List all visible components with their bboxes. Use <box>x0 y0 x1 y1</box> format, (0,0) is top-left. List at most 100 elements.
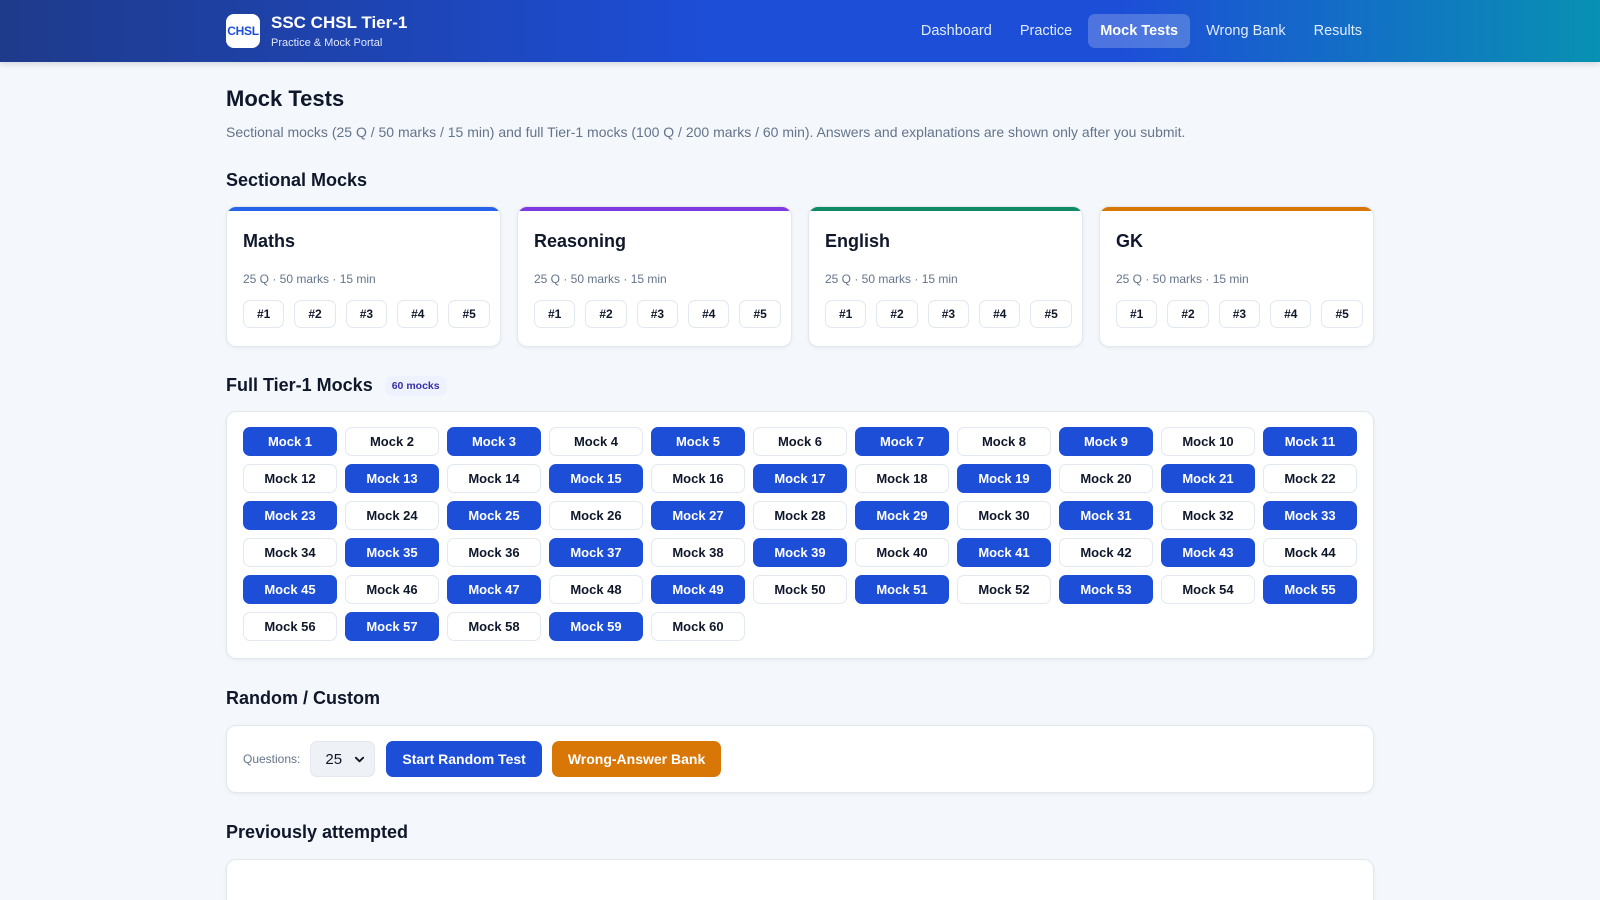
full-mock-button-9[interactable]: Mock 9 <box>1059 427 1153 456</box>
full-mock-button-45[interactable]: Mock 45 <box>243 575 337 604</box>
sectional-mock-button-maths-3[interactable]: #3 <box>345 300 388 328</box>
full-mock-button-19[interactable]: Mock 19 <box>957 464 1051 493</box>
full-mock-button-23[interactable]: Mock 23 <box>243 501 337 530</box>
nav-wrong-bank[interactable]: Wrong Bank <box>1206 23 1286 39</box>
full-mock-button-31[interactable]: Mock 31 <box>1059 501 1153 530</box>
full-mock-button-51[interactable]: Mock 51 <box>855 575 949 604</box>
full-mock-button-46[interactable]: Mock 46 <box>345 575 439 604</box>
full-mock-button-42[interactable]: Mock 42 <box>1059 538 1153 567</box>
full-mock-button-15[interactable]: Mock 15 <box>549 464 643 493</box>
full-mock-button-1[interactable]: Mock 1 <box>243 427 337 456</box>
questions-select[interactable]: 25 <box>310 741 376 777</box>
full-mock-button-4[interactable]: Mock 4 <box>549 427 643 456</box>
full-mock-button-28[interactable]: Mock 28 <box>753 501 847 530</box>
questions-select-value: 25 <box>325 750 343 768</box>
sectional-mock-button-english-3[interactable]: #3 <box>927 300 970 328</box>
full-mock-button-2[interactable]: Mock 2 <box>345 427 439 456</box>
full-mock-button-60[interactable]: Mock 60 <box>651 612 745 641</box>
full-mock-button-54[interactable]: Mock 54 <box>1161 575 1255 604</box>
sectional-mock-button-maths-4[interactable]: #4 <box>397 300 439 328</box>
sectional-mock-button-reasoning-3[interactable]: #3 <box>636 300 679 328</box>
full-mock-button-5[interactable]: Mock 5 <box>651 427 745 456</box>
brand[interactable]: CHSL SSC CHSL Tier-1 Practice & Mock Por… <box>226 13 407 49</box>
full-mock-button-55[interactable]: Mock 55 <box>1263 575 1357 604</box>
full-mock-button-57[interactable]: Mock 57 <box>345 612 439 641</box>
sectional-mock-button-gk-1[interactable]: #1 <box>1116 300 1158 328</box>
card-accent-bar <box>1100 207 1373 211</box>
sectional-mock-button-maths-1[interactable]: #1 <box>243 300 285 328</box>
full-mock-button-53[interactable]: Mock 53 <box>1059 575 1153 604</box>
full-mock-button-56[interactable]: Mock 56 <box>243 612 337 641</box>
full-mock-button-14[interactable]: Mock 14 <box>447 464 541 493</box>
sectional-mock-button-english-4[interactable]: #4 <box>979 300 1021 328</box>
full-mock-button-26[interactable]: Mock 26 <box>549 501 643 530</box>
nav-practice[interactable]: Practice <box>1019 23 1073 39</box>
random-custom-heading: Random / Custom <box>226 688 381 708</box>
full-mock-button-21[interactable]: Mock 21 <box>1161 464 1255 493</box>
sectional-mock-button-reasoning-4[interactable]: #4 <box>688 300 730 328</box>
full-mock-button-50[interactable]: Mock 50 <box>753 575 847 604</box>
logo: CHSL <box>226 14 260 48</box>
sectional-mock-button-reasoning-1[interactable]: #1 <box>534 300 576 328</box>
start-random-test-button[interactable]: Start Random Test <box>386 741 542 777</box>
sectional-card-meta: 25 Q · 50 marks · 15 min <box>534 272 667 286</box>
full-mock-button-8[interactable]: Mock 8 <box>957 427 1051 456</box>
sectional-mock-button-english-2[interactable]: #2 <box>876 300 918 328</box>
full-mock-button-39[interactable]: Mock 39 <box>753 538 847 567</box>
full-mock-button-11[interactable]: Mock 11 <box>1263 427 1357 456</box>
nav-mock-tests[interactable]: Mock Tests <box>1088 14 1191 48</box>
sectional-mock-button-maths-2[interactable]: #2 <box>294 300 336 328</box>
full-mock-button-10[interactable]: Mock 10 <box>1161 427 1255 456</box>
full-mock-button-34[interactable]: Mock 34 <box>243 538 337 567</box>
sectional-mock-button-reasoning-2[interactable]: #2 <box>585 300 627 328</box>
full-mock-button-59[interactable]: Mock 59 <box>549 612 643 641</box>
full-mock-button-22[interactable]: Mock 22 <box>1263 464 1357 493</box>
sectional-mock-button-gk-2[interactable]: #2 <box>1167 300 1209 328</box>
full-mock-button-33[interactable]: Mock 33 <box>1263 501 1357 530</box>
sectional-mock-button-reasoning-5[interactable]: #5 <box>739 300 781 328</box>
full-mock-button-58[interactable]: Mock 58 <box>447 612 541 641</box>
full-mock-button-3[interactable]: Mock 3 <box>447 427 541 456</box>
full-mock-button-29[interactable]: Mock 29 <box>855 501 949 530</box>
full-mock-button-6[interactable]: Mock 6 <box>753 427 847 456</box>
full-mock-button-25[interactable]: Mock 25 <box>447 501 541 530</box>
full-mock-button-32[interactable]: Mock 32 <box>1161 501 1255 530</box>
full-mock-button-7[interactable]: Mock 7 <box>855 427 949 456</box>
full-mock-button-20[interactable]: Mock 20 <box>1059 464 1153 493</box>
full-mock-button-41[interactable]: Mock 41 <box>957 538 1051 567</box>
nav-results[interactable]: Results <box>1313 23 1362 39</box>
full-mock-button-37[interactable]: Mock 37 <box>549 538 643 567</box>
full-mock-button-43[interactable]: Mock 43 <box>1161 538 1255 567</box>
sectional-card-title: Reasoning <box>534 231 627 251</box>
full-mocks-heading: Full Tier-1 Mocks <box>226 375 373 395</box>
previously-attempted-card <box>226 859 1374 900</box>
full-mock-button-49[interactable]: Mock 49 <box>651 575 745 604</box>
full-mock-button-44[interactable]: Mock 44 <box>1263 538 1357 567</box>
full-mock-button-36[interactable]: Mock 36 <box>447 538 541 567</box>
full-mock-button-52[interactable]: Mock 52 <box>957 575 1051 604</box>
full-mock-button-35[interactable]: Mock 35 <box>345 538 439 567</box>
sectional-mock-button-gk-4[interactable]: #4 <box>1270 300 1312 328</box>
full-mock-button-47[interactable]: Mock 47 <box>447 575 541 604</box>
sectional-mock-button-gk-3[interactable]: #3 <box>1218 300 1261 328</box>
full-mock-button-48[interactable]: Mock 48 <box>549 575 643 604</box>
full-mock-button-18[interactable]: Mock 18 <box>855 464 949 493</box>
wrong-answer-bank-button[interactable]: Wrong-Answer Bank <box>551 741 722 777</box>
full-mock-button-13[interactable]: Mock 13 <box>345 464 439 493</box>
sectional-mock-chips: #1 #2 #3 #4 #5 <box>534 300 781 328</box>
sectional-mock-button-english-5[interactable]: #5 <box>1030 300 1072 328</box>
sectional-mock-button-maths-5[interactable]: #5 <box>448 300 490 328</box>
full-mock-button-30[interactable]: Mock 30 <box>957 501 1051 530</box>
card-accent-bar <box>809 207 1082 211</box>
full-mock-button-27[interactable]: Mock 27 <box>651 501 745 530</box>
full-mock-button-40[interactable]: Mock 40 <box>855 538 949 567</box>
nav-dashboard[interactable]: Dashboard <box>920 23 992 39</box>
full-mock-button-16[interactable]: Mock 16 <box>651 464 745 493</box>
full-mock-button-24[interactable]: Mock 24 <box>345 501 439 530</box>
sectional-mock-button-gk-5[interactable]: #5 <box>1321 300 1363 328</box>
full-mock-button-38[interactable]: Mock 38 <box>651 538 745 567</box>
full-mock-button-12[interactable]: Mock 12 <box>243 464 337 493</box>
sectional-mocks-heading: Sectional Mocks <box>226 170 368 190</box>
full-mock-button-17[interactable]: Mock 17 <box>753 464 847 493</box>
sectional-mock-button-english-1[interactable]: #1 <box>825 300 867 328</box>
